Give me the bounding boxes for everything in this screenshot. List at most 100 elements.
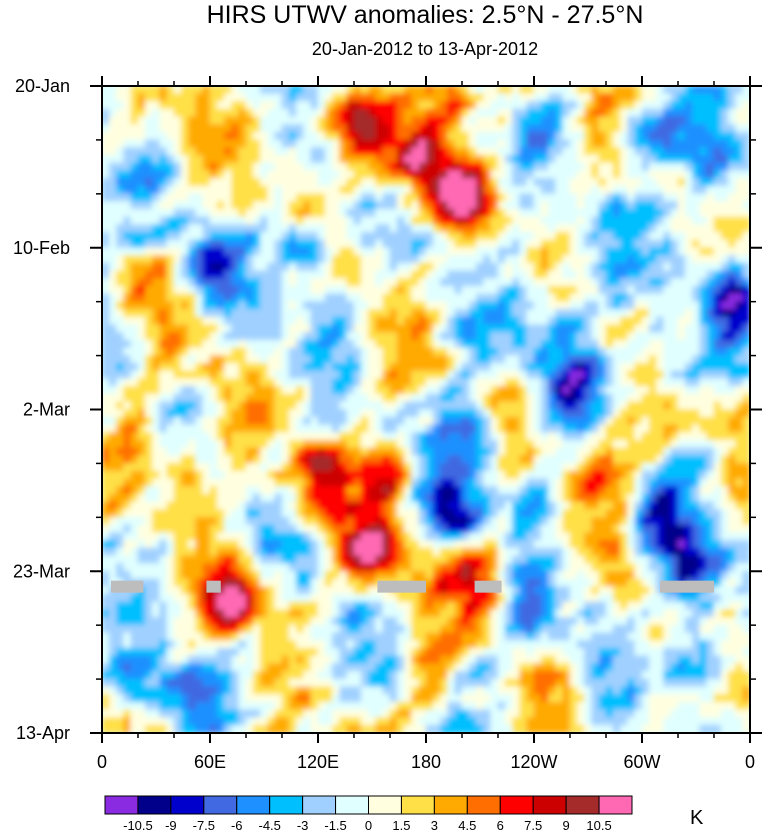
heatmap-cell — [548, 424, 556, 433]
heatmap-cell — [411, 178, 420, 187]
heatmap-cell — [490, 178, 499, 187]
heatmap-cell — [152, 509, 160, 518]
heatmap-cell — [454, 463, 463, 472]
heatmap-cell — [497, 155, 506, 164]
heatmap-cell — [353, 424, 362, 433]
heatmap-cell — [555, 470, 564, 480]
heatmap-cell — [497, 416, 506, 426]
heatmap-cell — [605, 386, 614, 395]
heatmap-cell — [584, 463, 592, 472]
heatmap-cell — [634, 432, 643, 441]
heatmap-cell — [454, 93, 463, 102]
heatmap-cell — [742, 486, 750, 495]
heatmap-cell — [346, 493, 355, 503]
heatmap-cell — [180, 301, 189, 310]
heatmap-cell — [324, 155, 333, 164]
heatmap-cell — [281, 262, 290, 272]
heatmap-cell — [137, 470, 146, 480]
heatmap-cell — [404, 332, 412, 341]
heatmap-cell — [670, 470, 679, 480]
heatmap-cell — [447, 178, 456, 187]
heatmap-cell — [116, 193, 124, 202]
heatmap-cell — [216, 463, 225, 472]
heatmap-cell — [490, 332, 499, 341]
heatmap-cell — [238, 86, 247, 95]
heatmap-cell — [555, 455, 564, 464]
heatmap-cell — [605, 139, 614, 148]
heatmap-cell — [324, 486, 333, 495]
heatmap-cell — [130, 155, 139, 164]
heatmap-cell — [447, 232, 456, 241]
heatmap-cell — [209, 455, 218, 464]
heatmap-cell — [648, 332, 657, 341]
heatmap-cell — [706, 347, 715, 356]
heatmap-cell — [562, 239, 571, 249]
heatmap-cell — [735, 255, 744, 264]
heatmap-cell — [252, 324, 261, 333]
heatmap-cell — [102, 455, 110, 464]
heatmap-cell — [166, 401, 175, 410]
heatmap-cell — [360, 440, 369, 449]
heatmap-cell — [310, 401, 319, 410]
heatmap-cell — [382, 93, 391, 102]
heatmap-cell — [591, 239, 600, 249]
heatmap-cell — [605, 147, 614, 156]
heatmap-cell — [576, 262, 585, 272]
heatmap-cell — [102, 108, 110, 118]
heatmap-cell — [663, 362, 672, 372]
heatmap-cell — [576, 208, 585, 218]
heatmap-cell — [512, 108, 520, 118]
heatmap-cell — [346, 170, 355, 179]
heatmap-cell — [360, 416, 369, 426]
heatmap-cell — [332, 409, 340, 418]
heatmap-cell — [418, 424, 427, 433]
heatmap-cell — [252, 162, 261, 172]
heatmap-cell — [159, 440, 168, 449]
heatmap-cell — [339, 339, 348, 349]
heatmap-cell — [116, 208, 124, 218]
heatmap-cell — [166, 463, 175, 472]
heatmap-cell — [605, 201, 614, 210]
heatmap-cell — [591, 339, 600, 349]
heatmap-cell — [526, 401, 535, 410]
heatmap-cell — [123, 501, 132, 510]
heatmap-cell — [504, 155, 513, 164]
heatmap-cell — [533, 432, 542, 441]
heatmap-cell — [188, 362, 196, 372]
heatmap-cell — [267, 216, 276, 225]
heatmap-cell — [497, 455, 506, 464]
heatmap-cell — [346, 247, 355, 256]
heatmap-cell — [476, 409, 484, 418]
heatmap-cell — [396, 247, 405, 256]
heatmap-cell — [432, 339, 441, 349]
heatmap-cell — [418, 216, 427, 225]
heatmap-cell — [137, 424, 146, 433]
heatmap-cell — [663, 401, 672, 410]
heatmap-cell — [620, 493, 628, 503]
heatmap-cell — [346, 216, 355, 225]
heatmap-cell — [627, 116, 636, 125]
heatmap-cell — [598, 139, 607, 148]
heatmap-cell — [584, 339, 592, 349]
heatmap-cell — [389, 285, 398, 295]
heatmap-cell — [641, 401, 650, 410]
heatmap-cell — [231, 493, 240, 503]
heatmap-cell — [476, 493, 484, 503]
heatmap-cell — [267, 170, 276, 179]
heatmap-cell — [144, 216, 153, 225]
heatmap-cell — [555, 216, 564, 225]
heatmap-cell — [612, 124, 621, 133]
heatmap-cell — [684, 293, 693, 302]
heatmap-cell — [123, 170, 132, 179]
heatmap-cell — [497, 440, 506, 449]
heatmap-cell — [339, 239, 348, 249]
heatmap-cell — [188, 409, 196, 418]
heatmap-cell — [238, 470, 247, 480]
heatmap-cell — [332, 239, 340, 249]
heatmap-cell — [144, 293, 153, 302]
heatmap-cell — [296, 386, 304, 395]
heatmap-cell — [116, 378, 124, 387]
heatmap-cell — [102, 285, 110, 295]
heatmap-cell — [274, 270, 283, 279]
heatmap-cell — [699, 147, 708, 156]
